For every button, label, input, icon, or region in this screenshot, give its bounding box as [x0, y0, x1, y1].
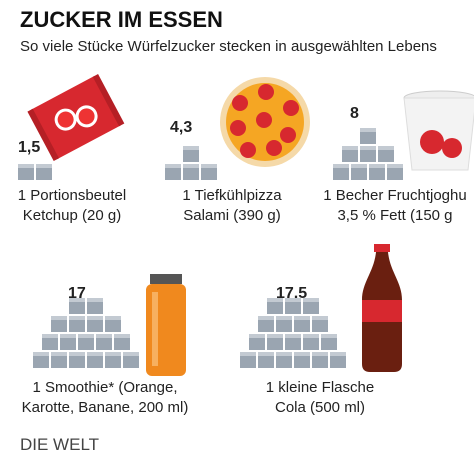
- sugar-cube-top: [201, 164, 217, 168]
- sugar-cube-top: [342, 146, 358, 150]
- item-label: Cola (500 ml): [275, 399, 365, 416]
- sugar-cube-top: [258, 352, 274, 356]
- item-label: 1 Becher Fruchtjoghu: [323, 187, 466, 204]
- sugar-cube-top: [267, 298, 283, 302]
- sugar-cube-top: [69, 316, 85, 320]
- sugar-cube-top: [78, 334, 94, 338]
- sugar-cube-top: [96, 334, 112, 338]
- sugar-cube-top: [294, 316, 310, 320]
- logo: DIE WELT: [20, 435, 99, 454]
- sugar-cube-top: [105, 316, 121, 320]
- sugar-cube-top: [123, 352, 139, 356]
- sugar-cube-top: [360, 128, 376, 132]
- sugar-cube-top: [276, 316, 292, 320]
- sugar-cube-top: [387, 164, 403, 168]
- sugar-cube-top: [165, 164, 181, 168]
- sugar-amount: 4,3: [170, 119, 192, 136]
- sugar-cube-top: [18, 164, 34, 168]
- smoothie-icon: [146, 274, 186, 376]
- item-label: 1 Portionsbeutel: [18, 187, 126, 204]
- pizza-icon: [220, 77, 310, 167]
- sugar-amount: 17: [68, 285, 86, 302]
- sugar-amount: 17,5: [276, 285, 307, 302]
- item-label: Ketchup (20 g): [23, 207, 121, 224]
- sugar-cube-top: [330, 352, 346, 356]
- sugar-cube-top: [312, 352, 328, 356]
- sugar-cube-top: [351, 164, 367, 168]
- sugar-amount: 8: [350, 105, 359, 122]
- sugar-cube-top: [183, 146, 199, 150]
- sugar-cube-top: [240, 352, 256, 356]
- sugar-amount: 1,5: [18, 139, 40, 156]
- sugar-cube-top: [87, 316, 103, 320]
- sugar-cube-top: [294, 352, 310, 356]
- sugar-cube-top: [285, 298, 301, 302]
- sugar-cube-top: [114, 334, 130, 338]
- sugar-cube-top: [69, 298, 85, 302]
- sugar-cube-top: [312, 316, 328, 320]
- sugar-cube-top: [267, 334, 283, 338]
- sugar-cube-top: [69, 352, 85, 356]
- item-label: Karotte, Banane, 200 ml): [22, 399, 189, 416]
- sugar-cube-top: [87, 298, 103, 302]
- sugar-cube-top: [183, 164, 199, 168]
- sugar-cube-top: [249, 334, 265, 338]
- sugar-cube-top: [276, 352, 292, 356]
- sugar-cube-top: [333, 164, 349, 168]
- sugar-cube-top: [369, 164, 385, 168]
- ketchup-icon: [27, 74, 125, 162]
- sugar-cube-top: [60, 334, 76, 338]
- sugar-cube-top: [303, 334, 319, 338]
- item-label: 1 kleine Flasche: [266, 379, 374, 396]
- sugar-cube-top: [285, 334, 301, 338]
- sugar-cube-top: [321, 334, 337, 338]
- sugar-cube-top: [378, 146, 394, 150]
- sugar-cube-top: [33, 352, 49, 356]
- cola-icon: [362, 244, 402, 372]
- sugar-cube-top: [51, 316, 67, 320]
- item-label: 1 Tiefkühlpizza: [182, 187, 282, 204]
- sugar-cube-top: [42, 334, 58, 338]
- title: ZUCKER IM ESSEN: [20, 7, 223, 32]
- yogurt-icon: [403, 90, 474, 171]
- sugar-cube-top: [105, 352, 121, 356]
- sugar-cube-top: [360, 146, 376, 150]
- item-label: 1 Smoothie* (Orange,: [32, 379, 177, 396]
- sugar-cube-top: [258, 316, 274, 320]
- sugar-cube-top: [303, 298, 319, 302]
- subtitle: So viele Stücke Würfelzucker stecken in …: [20, 38, 437, 55]
- item-label: 3,5 % Fett (150 g: [337, 207, 452, 224]
- item-label: Salami (390 g): [183, 207, 281, 224]
- sugar-cube-top: [87, 352, 103, 356]
- sugar-cube-top: [51, 352, 67, 356]
- sugar-cube-top: [36, 164, 52, 168]
